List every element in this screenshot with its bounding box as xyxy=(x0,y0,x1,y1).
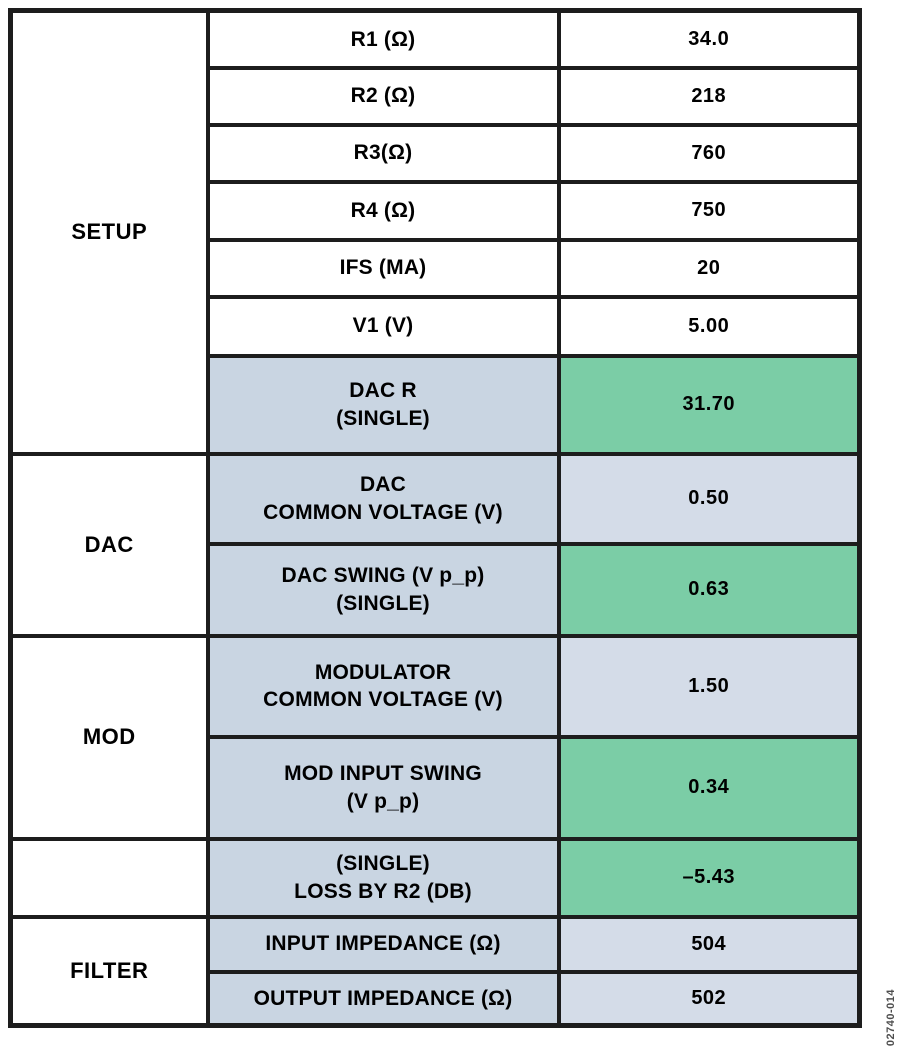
figure-number: 02740-014 xyxy=(885,988,897,1046)
param-cell-output-impedance: OUTPUT IMPEDANCE (Ω) xyxy=(205,969,561,1028)
param-cell-v1: V1 (V) xyxy=(205,294,561,358)
group-cell-empty xyxy=(8,836,210,919)
param-cell-mod-input-swing: MOD INPUT SWING (V p_p) xyxy=(205,734,561,841)
param-cell-r3: R3(Ω) xyxy=(205,122,561,184)
group-cell-dac: DAC xyxy=(8,451,210,638)
param-cell-dac-swing: DAC SWING (V p_p) (SINGLE) xyxy=(205,541,561,638)
value-cell-output-impedance: 502 xyxy=(556,969,862,1028)
group-cell-filter: FILTER xyxy=(8,914,210,1028)
group-cell-mod: MOD xyxy=(8,633,210,841)
value-cell-modulator-common-voltage: 1.50 xyxy=(556,633,862,739)
value-cell-v1: 5.00 xyxy=(556,294,862,358)
param-cell-modulator-common-voltage: MODULATOR COMMON VOLTAGE (V) xyxy=(205,633,561,739)
value-cell-dac-r: 31.70 xyxy=(556,353,862,456)
param-cell-ifs: IFS (MA) xyxy=(205,237,561,299)
value-cell-dac-common-voltage: 0.50 xyxy=(556,451,862,546)
param-cell-loss-by-r2: (SINGLE) LOSS BY R2 (DB) xyxy=(205,836,561,919)
value-cell-loss-by-r2: –5.43 xyxy=(556,836,862,919)
value-cell-r1: 34.0 xyxy=(556,8,862,70)
value-cell-input-impedance: 504 xyxy=(556,914,862,974)
param-cell-dac-common-voltage: DAC COMMON VOLTAGE (V) xyxy=(205,451,561,546)
value-cell-ifs: 20 xyxy=(556,237,862,299)
value-cell-r3: 760 xyxy=(556,122,862,184)
calculator-table: SETUP R1 (Ω) 34.0 R2 (Ω) 218 R3(Ω) 760 R… xyxy=(8,8,862,1028)
value-cell-dac-swing: 0.63 xyxy=(556,541,862,638)
param-cell-input-impedance: INPUT IMPEDANCE (Ω) xyxy=(205,914,561,974)
param-cell-r2: R2 (Ω) xyxy=(205,65,561,127)
value-cell-r4: 750 xyxy=(556,179,862,242)
value-cell-r2: 218 xyxy=(556,65,862,127)
param-cell-r1: R1 (Ω) xyxy=(205,8,561,70)
param-cell-r4: R4 (Ω) xyxy=(205,179,561,242)
param-cell-dac-r: DAC R (SINGLE) xyxy=(205,353,561,456)
group-cell-setup: SETUP xyxy=(8,8,210,456)
value-cell-mod-input-swing: 0.34 xyxy=(556,734,862,841)
